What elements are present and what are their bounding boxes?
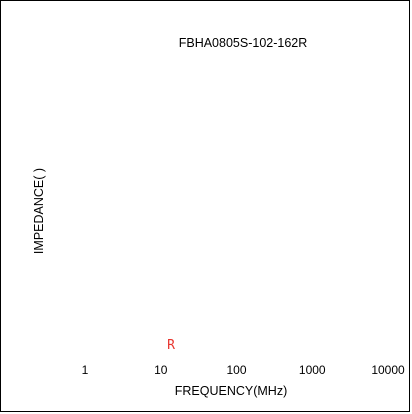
x-tick-label: 10	[154, 363, 168, 377]
x-tick-label: 10000	[371, 363, 405, 377]
chart-title: FBHA0805S-102-162R	[179, 36, 308, 50]
y-axis-label: IMPEDANCE( )	[32, 168, 46, 254]
series-label-r: R	[167, 338, 175, 353]
x-tick-label: 1	[82, 363, 89, 377]
x-tick-label: 1000	[299, 363, 326, 377]
x-axis-label: FREQUENCY(MHz)	[175, 384, 288, 398]
x-axis-tick-labels: 1 10 100 1000 10000	[82, 363, 405, 377]
x-tick-label: 100	[226, 363, 246, 377]
